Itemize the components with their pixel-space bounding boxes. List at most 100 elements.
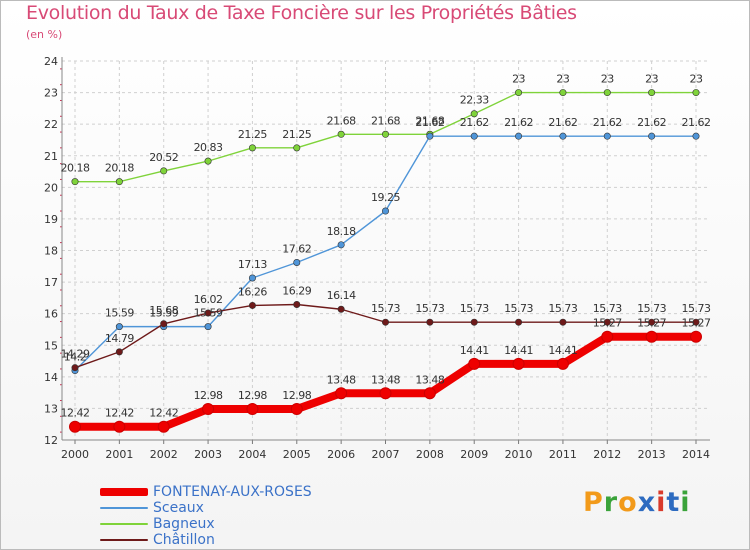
data-label: 15.27 [593,317,622,330]
y-tick-label: 13 [44,402,58,415]
data-point [337,241,345,249]
x-tick-label: 2003 [194,448,222,461]
data-point [601,330,614,343]
data-point [337,305,345,313]
data-point [556,357,569,370]
legend-item: Sceaux [100,500,312,516]
data-point [248,301,256,309]
data-point [248,274,256,282]
data-label: 21.62 [415,116,444,129]
data-point [290,403,303,416]
data-point [423,387,436,400]
x-tick-label: 2005 [283,448,311,461]
data-label: 16.26 [238,285,267,298]
data-point [293,259,301,267]
legend-swatch [100,523,148,525]
data-label: 21.62 [682,116,711,129]
data-label: 14.79 [105,332,134,345]
y-tick-label: 22 [44,118,58,131]
data-label: 15.73 [682,302,711,315]
legend-swatch [100,507,148,509]
x-tick-label: 2004 [238,448,266,461]
y-tick-label: 21 [44,150,58,163]
chart-title: Evolution du Taux de Taxe Foncière sur l… [26,2,577,24]
data-point [202,403,215,416]
data-point [379,387,392,400]
data-label: 23 [556,73,569,86]
data-label: 20.18 [105,162,134,175]
data-label: 21.68 [371,114,400,127]
data-label: 21.62 [548,116,577,129]
x-tick-label: 2011 [549,448,577,461]
data-label: 13.48 [327,373,356,386]
data-label: 14.29 [61,348,90,361]
data-point [426,318,434,326]
x-tick-label: 2000 [61,448,89,461]
y-tick-label: 19 [44,213,58,226]
data-label: 21.68 [415,114,444,127]
x-tick-label: 2007 [372,448,400,461]
data-label: 23 [690,73,703,86]
data-point [512,357,525,370]
x-tick-label: 2006 [327,448,355,461]
data-point [692,318,700,326]
data-label: 16.29 [282,285,311,298]
data-point [246,403,259,416]
data-point [603,89,611,97]
y-tick-label: 17 [44,276,58,289]
data-point [692,132,700,140]
data-label: 21.62 [637,116,666,129]
legend-label: Sceaux [153,500,204,516]
data-point [648,318,656,326]
data-point [115,348,123,356]
data-point [69,420,81,433]
proxiti-logo: Proxiti [583,487,691,518]
y-tick-label: 20 [44,181,58,194]
data-point [515,318,523,326]
data-label: 17.62 [282,243,311,256]
data-label: 14.41 [460,344,489,357]
data-label: 15.73 [371,302,400,315]
data-label: 15.59 [149,307,178,320]
data-label: 13.48 [371,373,400,386]
data-point [426,132,434,140]
data-point [515,89,523,97]
y-tick-label: 15 [44,339,58,352]
y-tick-label: 24 [44,55,58,68]
data-point [645,330,658,343]
x-tick-label: 2010 [505,448,533,461]
data-label: 18.18 [327,225,356,238]
data-point [470,110,478,118]
data-label: 15.68 [149,304,178,317]
data-label: 20.52 [149,151,178,164]
legend-label: Châtillon [153,532,215,548]
data-label: 15.73 [637,302,666,315]
data-point [337,130,345,138]
chart-legend: FONTENAY-AUX-ROSES Sceaux Bagneux Châtillon [100,484,312,548]
data-label: 15.73 [415,302,444,315]
legend-swatch [100,539,148,541]
y-tick-label: 23 [44,87,58,100]
data-label: 12.98 [282,389,311,402]
data-label: 15.27 [637,317,666,330]
data-label: 15.73 [548,302,577,315]
data-label: 12.98 [194,389,223,402]
data-label: 21.62 [504,116,533,129]
data-point [559,89,567,97]
legend-swatch [100,488,148,496]
x-tick-label: 2008 [416,448,444,461]
data-point [381,207,389,215]
data-point [113,420,126,433]
data-point [603,318,611,326]
legend-item: Bagneux [100,516,312,532]
data-point [559,318,567,326]
y-tick-label: 16 [44,308,58,321]
data-label: 22.33 [460,94,489,107]
data-point [468,357,481,370]
data-point [692,89,700,97]
data-point [648,132,656,140]
data-point [160,167,168,175]
x-tick-label: 2013 [638,448,666,461]
data-point [115,323,123,331]
